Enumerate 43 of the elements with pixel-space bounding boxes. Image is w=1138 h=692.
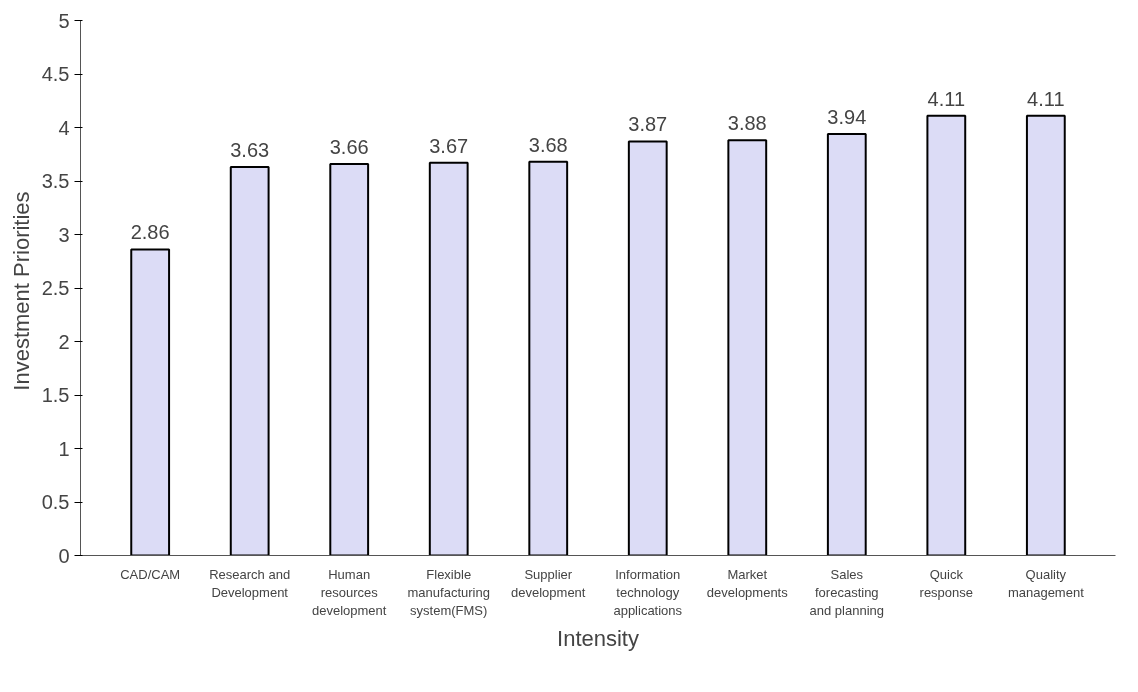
data-label: 3.63 bbox=[230, 139, 270, 162]
x-tick-label: CAD/CAM bbox=[120, 566, 181, 582]
x-axis-title: Intensity bbox=[557, 625, 639, 651]
bar bbox=[727, 139, 768, 556]
y-axis-title: Investment Priorities bbox=[8, 191, 34, 391]
data-label: 2.86 bbox=[130, 221, 170, 244]
x-tick-label: Research and Development bbox=[209, 566, 291, 600]
x-tick-label: Flexible manufacturing system(FMS) bbox=[407, 566, 490, 618]
bar bbox=[1025, 114, 1066, 556]
data-label: 3.87 bbox=[628, 113, 668, 136]
y-tick-label: 3.5 bbox=[41, 170, 70, 192]
bar bbox=[627, 140, 668, 556]
bar bbox=[926, 114, 967, 556]
x-tick-label: Information technology applications bbox=[613, 566, 683, 618]
bar bbox=[528, 160, 569, 556]
x-tick-label: Supplier development bbox=[511, 566, 586, 600]
data-label: 3.88 bbox=[727, 112, 767, 135]
data-label: 3.67 bbox=[429, 134, 469, 157]
x-tick-label: Human resources development bbox=[311, 566, 387, 618]
data-label: 4.11 bbox=[927, 87, 966, 110]
bar bbox=[826, 132, 867, 556]
y-tick-label: 1 bbox=[58, 437, 70, 460]
x-tick-label: Sales forecasting and planning bbox=[809, 566, 885, 618]
y-tick-label: 1.5 bbox=[41, 384, 70, 406]
x-tick-label: Quick response bbox=[919, 566, 974, 600]
y-tick-label: 5 bbox=[58, 9, 70, 32]
y-tick-label: 2 bbox=[58, 330, 70, 353]
bar bbox=[428, 161, 469, 556]
y-tick-label: 2.5 bbox=[41, 277, 70, 299]
bar bbox=[329, 162, 370, 556]
data-label: 3.66 bbox=[329, 135, 369, 158]
data-label: 3.68 bbox=[528, 133, 568, 156]
bar bbox=[130, 248, 171, 556]
y-tick-label: 4 bbox=[58, 116, 70, 139]
data-label: 4.11 bbox=[1027, 87, 1065, 110]
data-label: 3.94 bbox=[827, 105, 867, 128]
y-tick-label: 3 bbox=[58, 223, 70, 246]
x-tick-label: Market developments bbox=[706, 566, 789, 600]
y-tick-label: 0 bbox=[58, 544, 70, 567]
bar bbox=[229, 166, 270, 556]
y-tick-label: 0.5 bbox=[41, 491, 70, 513]
y-tick-label: 4.5 bbox=[41, 63, 70, 85]
x-tick-label: Quality management bbox=[1007, 566, 1085, 600]
